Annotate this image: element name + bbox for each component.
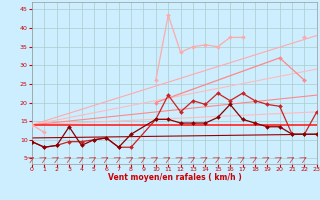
X-axis label: Vent moyen/en rafales ( km/h ): Vent moyen/en rafales ( km/h ) [108, 173, 241, 182]
